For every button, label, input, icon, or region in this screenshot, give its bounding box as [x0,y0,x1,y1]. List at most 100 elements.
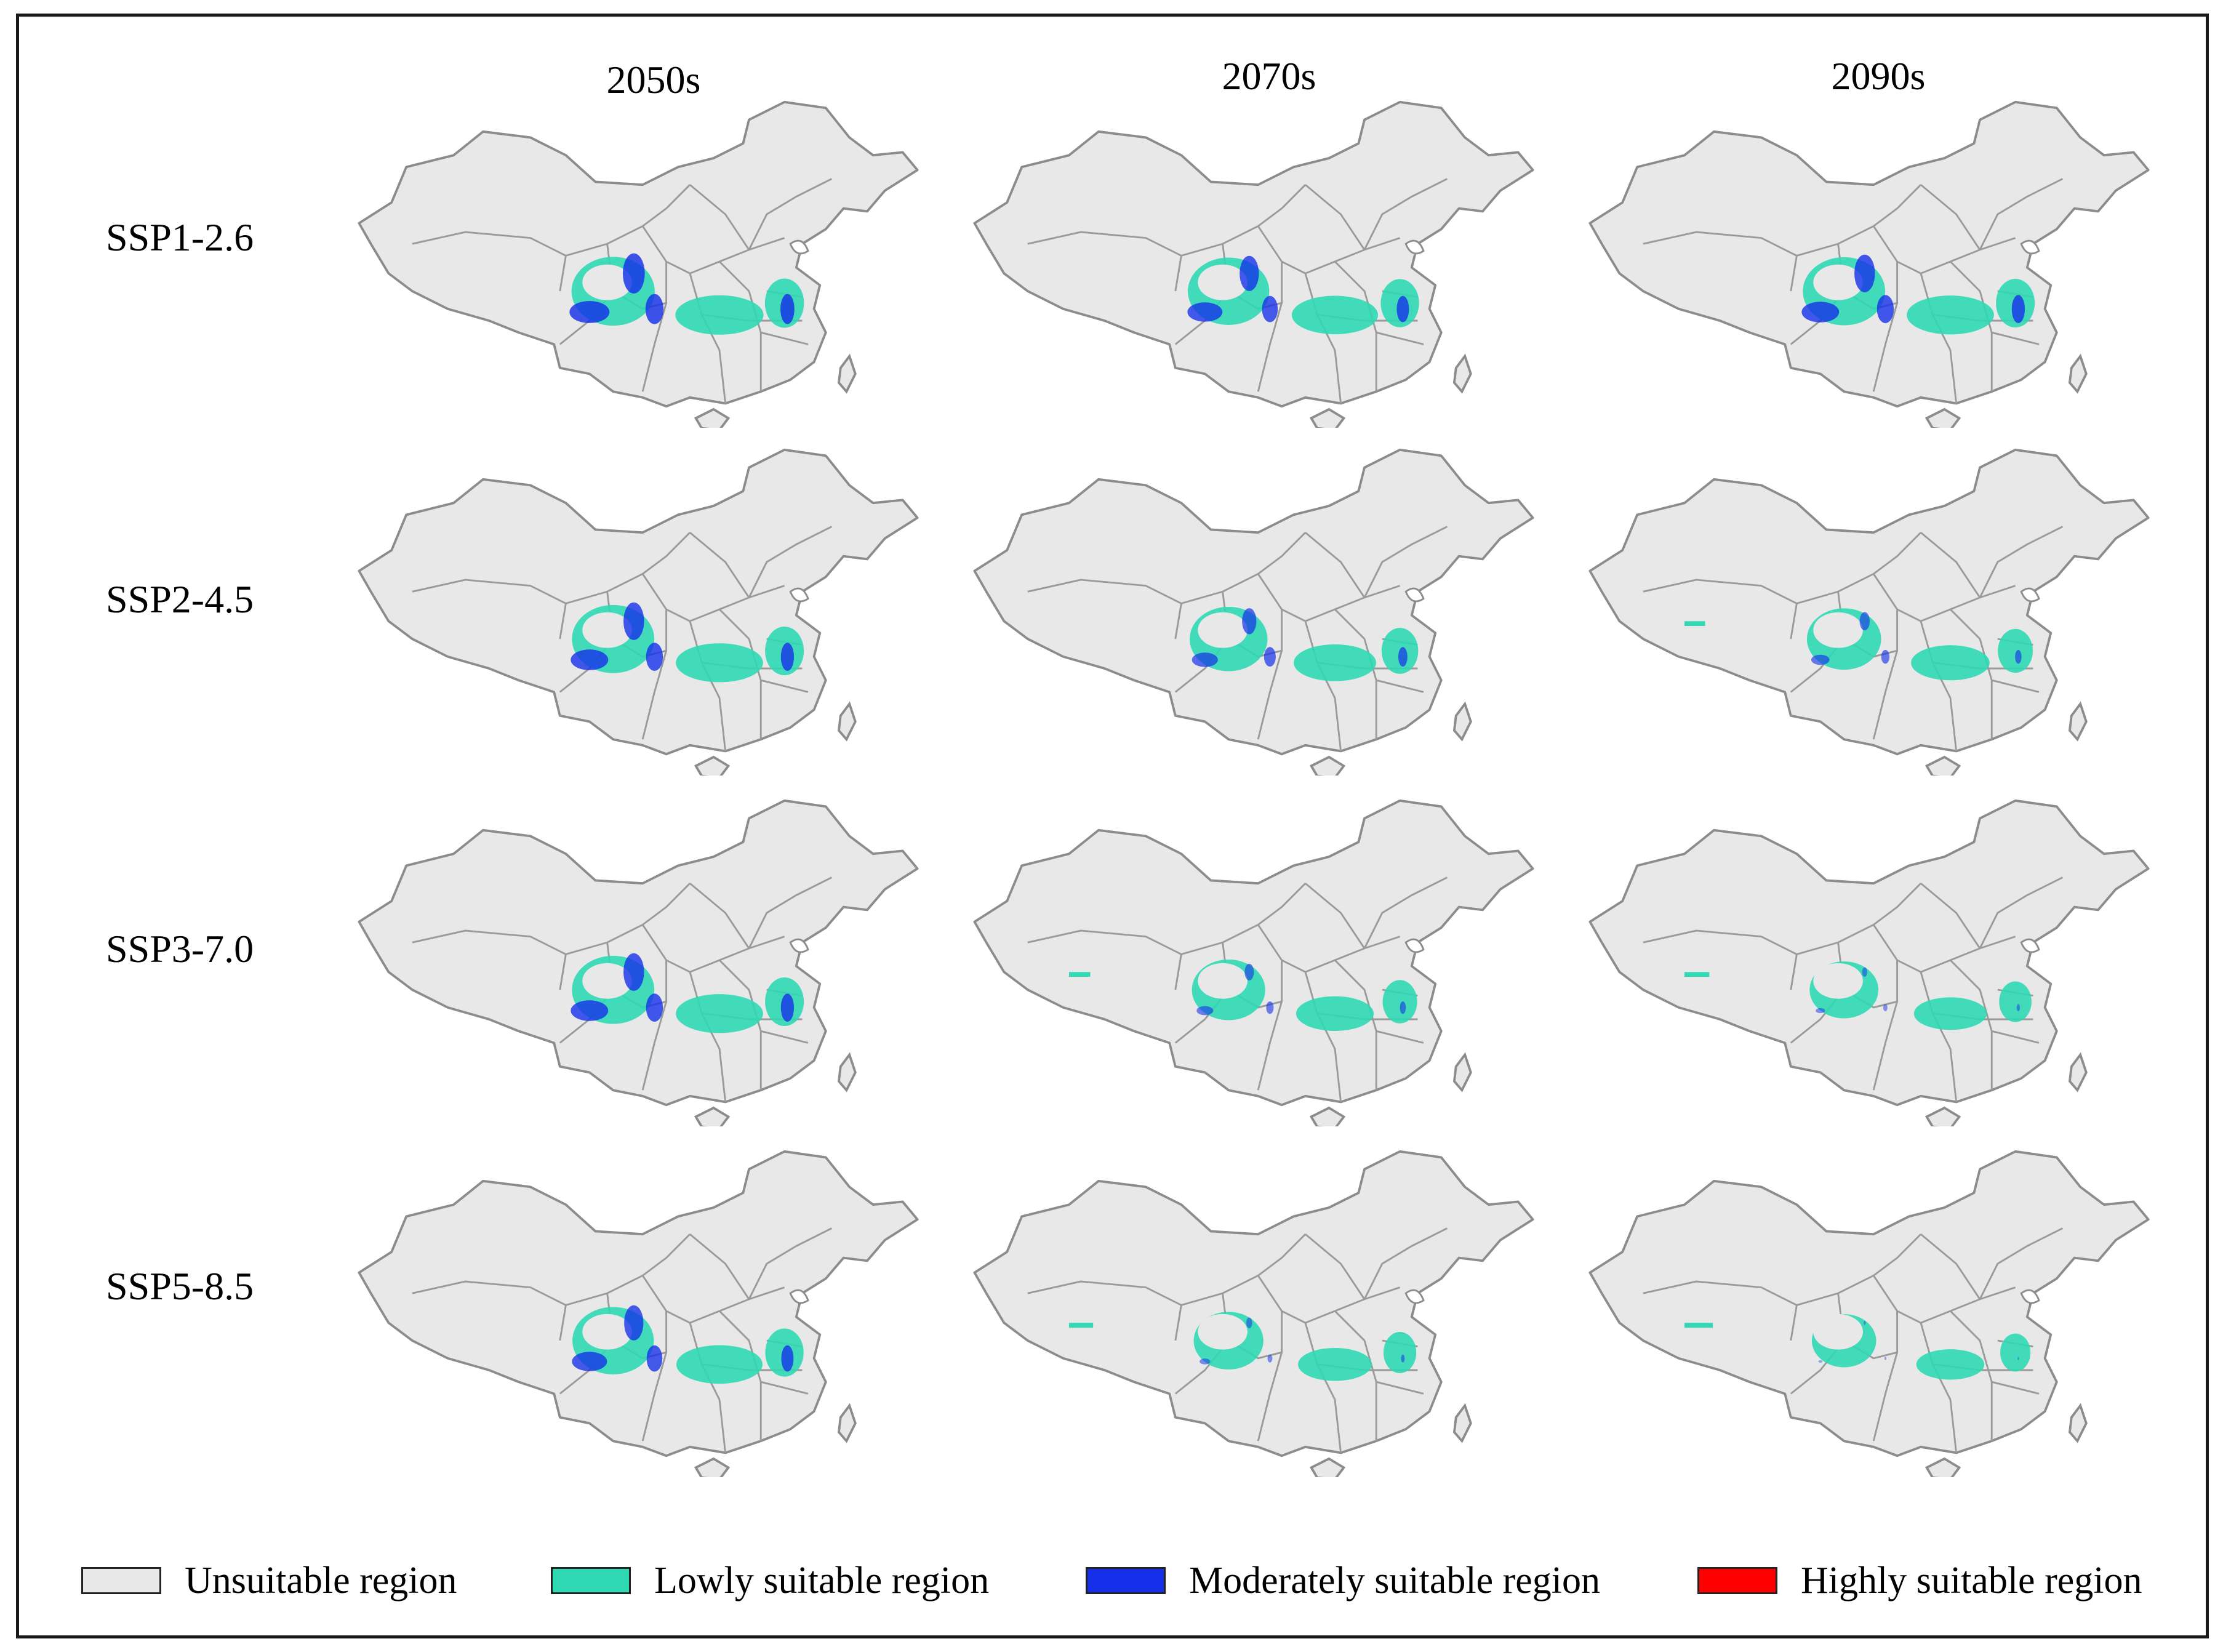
map-ssp3-2090s [1588,799,2150,1126]
moderate-suitability-3 [1267,1354,1273,1363]
moderate-suitability-1 [1240,255,1259,291]
legend-swatch-moderate [1086,1567,1166,1594]
low-suitability-south [1998,628,2033,673]
moderate-suitability-3 [1264,647,1276,667]
moderate-suitability-3 [645,294,664,324]
legend-item-moderate: Moderately suitable region [1086,1562,1600,1600]
moderate-suitability-4 [2015,649,2022,664]
low-suitability-east [676,994,763,1033]
low-suitability-south [1383,1332,1417,1373]
low-suitability-east [1916,1349,1985,1380]
moderate-suitability-4 [1396,295,1409,323]
moderate-suitability-1 [623,953,644,991]
legend-swatch-unsuitable [81,1567,161,1594]
basin-gap [1198,963,1248,999]
moderate-suitability-4 [1401,1354,1405,1363]
moderate-suitability-4 [1398,647,1408,667]
moderate-suitability-1 [1854,254,1875,292]
moderate-suitability-3 [1881,649,1890,664]
map-ssp3-2070s [973,799,1534,1126]
moderate-suitability-1 [1859,612,1870,631]
legend-item-high: Highly suitable region [1697,1562,2142,1600]
map-ssp5-2070s [973,1150,1534,1477]
moderate-suitability-4 [780,294,795,324]
moderate-suitability-1 [623,602,644,640]
basin-gap [1198,1313,1248,1350]
map-ssp2-2090s [1588,448,2150,776]
map-ssp1-2090s [1588,100,2150,428]
low-suitability-west [1684,972,1710,977]
column-label-2050s: 2050s [606,58,701,102]
map-ssp2-2050s [358,448,919,776]
moderate-suitability-4 [2011,295,2025,324]
legend-item-low: Lowly suitable region [551,1562,989,1600]
moderate-suitability-2 [571,1000,609,1021]
low-suitability-east [675,295,764,335]
basin-gap [1813,612,1863,648]
china-basemap [973,1150,1534,1477]
legend-item-unsuitable: Unsuitable region [81,1562,457,1600]
moderate-suitability-3 [646,1345,663,1372]
legend-swatch-high [1697,1567,1777,1594]
basin-gap [582,612,632,648]
low-suitability-south [1999,981,2032,1022]
moderate-suitability-3 [1266,1001,1274,1014]
low-suitability-east [676,643,763,683]
map-ssp2-2070s [973,448,1534,776]
map-ssp5-2050s [358,1150,919,1477]
low-suitability-east [1911,645,1990,681]
moderate-suitability-4 [2016,1004,2021,1011]
moderate-suitability-3 [646,643,663,672]
moderate-suitability-1 [1244,963,1254,980]
basin-gap [1813,1313,1863,1350]
basin-gap [1813,264,1863,300]
row-label-ssp5-85: SSP5-8.5 [106,1264,254,1308]
low-suitability-south [1382,980,1417,1024]
moderate-suitability-2 [1818,1360,1823,1363]
basin-gap [582,264,632,300]
moderate-suitability-2 [569,301,610,323]
moderate-suitability-1 [622,253,645,294]
china-basemap [1588,799,2150,1126]
moderate-suitability-4 [780,643,795,672]
legend-label-low: Lowly suitable region [654,1560,990,1602]
basin-gap [1198,612,1248,648]
moderate-suitability-2 [571,649,609,670]
figure-frame [16,14,2209,1638]
map-ssp3-2050s [358,799,919,1126]
legend-swatch-low [551,1567,631,1594]
moderate-suitability-4 [2017,1357,2019,1360]
map-ssp5-2090s [1588,1150,2150,1477]
moderate-suitability-3 [646,993,663,1022]
china-basemap [973,799,1534,1126]
low-suitability-west [1684,621,1705,626]
basin-gap [582,1313,632,1350]
moderate-suitability-1 [1246,1317,1252,1328]
moderate-suitability-2 [1801,302,1840,323]
map-ssp1-2050s [358,100,919,428]
basin-gap [582,963,632,999]
row-label-ssp1-26: SSP1-2.6 [106,215,254,259]
legend-label-moderate: Moderately suitable region [1189,1560,1601,1602]
low-suitability-west [1684,1323,1713,1328]
legend-label-high: Highly suitable region [1801,1560,2142,1602]
moderate-suitability-2 [1187,302,1223,322]
low-suitability-east [1294,644,1376,681]
moderate-suitability-3 [1884,1357,1886,1360]
moderate-suitability-3 [1262,295,1278,323]
column-label-2070s: 2070s [1222,54,1316,98]
moderate-suitability-2 [1200,1358,1211,1365]
map-ssp1-2070s [973,100,1534,428]
low-suitability-east [1913,997,1987,1030]
low-suitability-east [1298,1348,1372,1381]
basin-gap [1813,963,1863,999]
column-label-2090s: 2090s [1831,54,1926,98]
low-suitability-south [2000,1333,2031,1372]
moderate-suitability-1 [1242,608,1257,635]
low-suitability-east [1296,996,1374,1031]
moderate-suitability-2 [1196,1006,1214,1016]
moderate-suitability-2 [1192,652,1218,667]
row-label-ssp3-70: SSP3-7.0 [106,927,254,971]
low-suitability-east [1291,295,1379,335]
moderate-suitability-2 [572,1352,607,1371]
